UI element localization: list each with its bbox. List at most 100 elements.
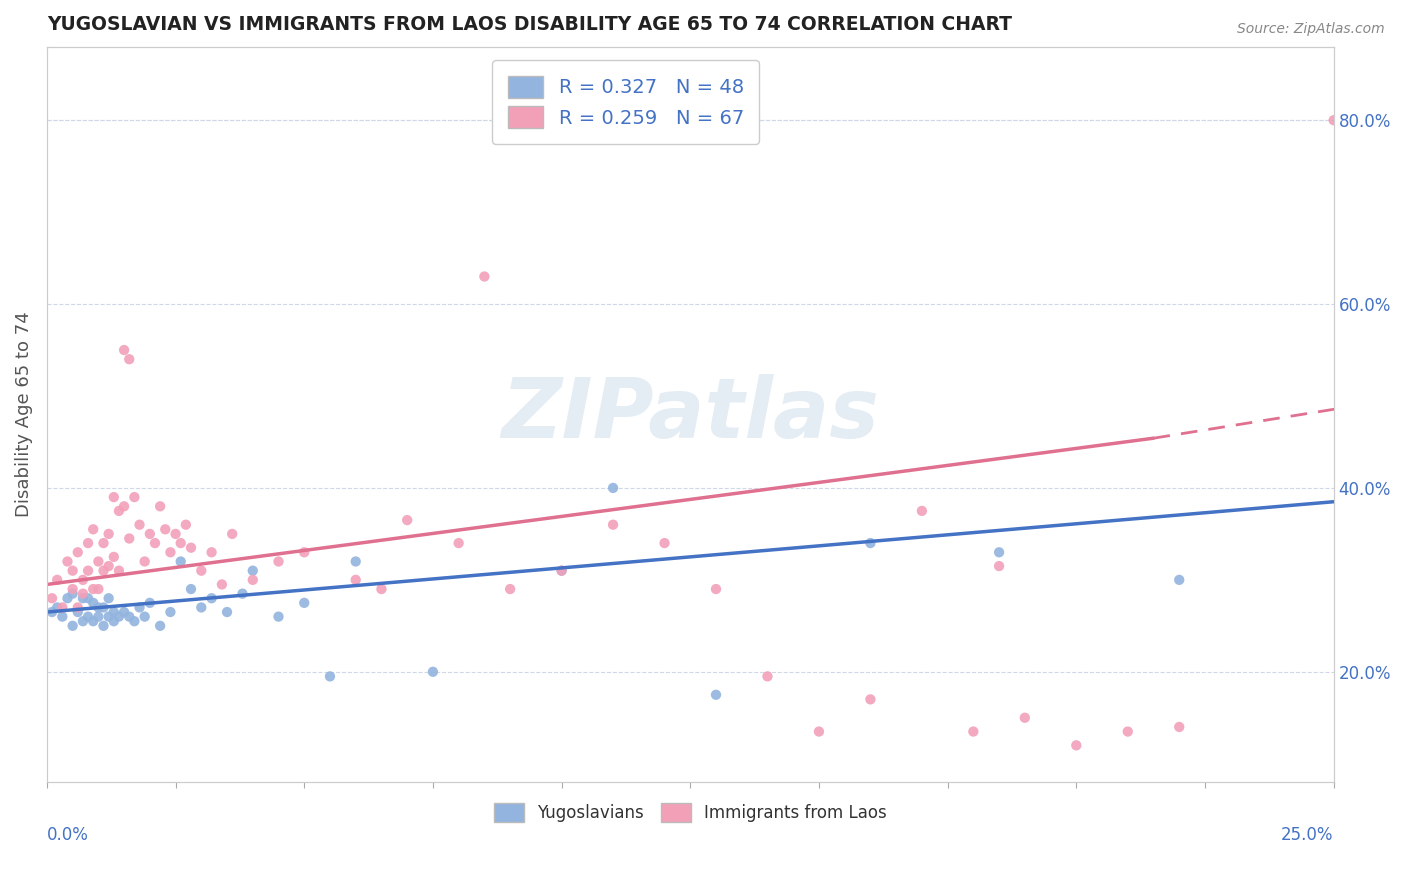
Point (41, 591, 63, 606)
Point (267, 609, 290, 624)
Point (344, 573, 367, 587)
Point (139, 596, 162, 610)
Point (174, 517, 197, 532)
Point (756, 669, 779, 683)
Point (124, 490, 146, 504)
Point (267, 554, 290, 568)
Point (93, 564, 115, 578)
Text: 0.0%: 0.0% (46, 826, 89, 844)
Point (82, 614, 104, 628)
Point (46, 573, 69, 587)
Point (93, 600, 115, 615)
Point (149, 500, 172, 514)
Point (66, 545, 89, 559)
Point (97, 527, 120, 541)
Point (77, 564, 100, 578)
Point (46, 600, 69, 615)
Point (108, 564, 131, 578)
Point (112, 343, 135, 357)
Point (155, 522, 177, 536)
Point (112, 605, 135, 619)
Point (62, 582, 84, 596)
Point (499, 582, 522, 596)
Point (988, 545, 1011, 559)
Point (859, 692, 882, 706)
Point (72, 591, 94, 606)
Point (139, 527, 162, 541)
Point (82, 522, 104, 536)
Point (77, 536, 100, 550)
Point (103, 605, 125, 619)
Point (82, 582, 104, 596)
Text: ZIPatlas: ZIPatlas (502, 374, 879, 455)
Point (1323, 113, 1346, 128)
Point (51, 600, 73, 615)
Point (118, 532, 141, 546)
Point (704, 688, 727, 702)
Point (1116, 724, 1139, 739)
Point (62, 564, 84, 578)
Point (41, 605, 63, 619)
Point (82, 596, 104, 610)
Point (159, 545, 181, 559)
Point (103, 614, 125, 628)
Point (87, 600, 110, 615)
Point (215, 605, 238, 619)
Point (87, 554, 110, 568)
Point (134, 609, 156, 624)
Legend: Yugoslavians, Immigrants from Laos: Yugoslavians, Immigrants from Laos (488, 797, 893, 829)
Point (370, 582, 392, 596)
Point (602, 481, 624, 495)
Point (51, 609, 73, 624)
Point (103, 490, 125, 504)
Point (602, 517, 624, 532)
Point (550, 564, 572, 578)
Text: YUGOSLAVIAN VS IMMIGRANTS FROM LAOS DISABILITY AGE 65 TO 74 CORRELATION CHART: YUGOSLAVIAN VS IMMIGRANTS FROM LAOS DISA… (46, 15, 1012, 34)
Text: 25.0%: 25.0% (1281, 826, 1334, 844)
Point (211, 577, 233, 591)
Point (87, 609, 110, 624)
Point (231, 587, 253, 601)
Point (97, 609, 120, 624)
Point (97, 591, 120, 606)
Y-axis label: Disability Age 65 to 74: Disability Age 65 to 74 (15, 311, 32, 517)
Point (149, 619, 172, 633)
Point (344, 554, 367, 568)
Point (1014, 711, 1036, 725)
Point (62, 619, 84, 633)
Point (962, 724, 984, 739)
Point (118, 609, 141, 624)
Point (134, 554, 156, 568)
Point (550, 564, 572, 578)
Point (180, 541, 202, 555)
Point (93, 619, 115, 633)
Point (180, 582, 202, 596)
Point (422, 665, 444, 679)
Point (988, 559, 1011, 574)
Point (807, 724, 830, 739)
Point (292, 545, 315, 559)
Point (859, 536, 882, 550)
Point (118, 352, 141, 367)
Point (654, 536, 676, 550)
Point (1168, 573, 1191, 587)
Point (128, 600, 150, 615)
Point (200, 545, 222, 559)
Point (242, 573, 264, 587)
Point (143, 536, 166, 550)
Point (56, 554, 79, 568)
Point (200, 591, 222, 606)
Point (56, 591, 79, 606)
Point (108, 609, 131, 624)
Point (72, 573, 94, 587)
Point (124, 614, 146, 628)
Point (221, 527, 243, 541)
Point (93, 536, 115, 550)
Point (66, 605, 89, 619)
Point (242, 564, 264, 578)
Point (72, 614, 94, 628)
Point (97, 559, 120, 574)
Point (62, 587, 84, 601)
Point (87, 582, 110, 596)
Point (474, 269, 496, 284)
